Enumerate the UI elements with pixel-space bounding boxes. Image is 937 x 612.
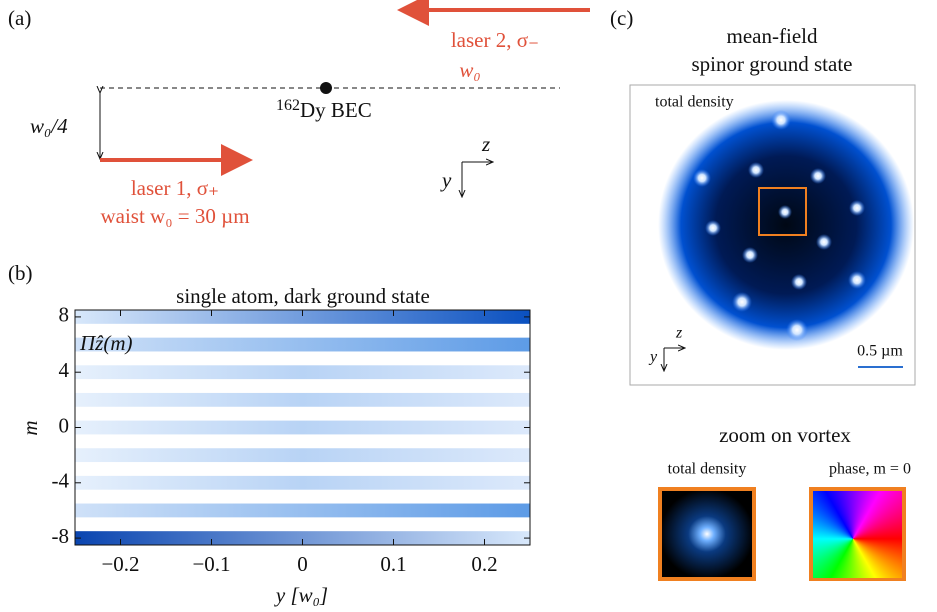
bec-label: 162Dy BEC bbox=[276, 97, 372, 122]
zoom-title: zoom on vortex bbox=[719, 423, 851, 447]
heatmap-row bbox=[75, 489, 530, 505]
laser-2-label: laser 2, σ₋ bbox=[451, 28, 539, 52]
zoom-phase-frame bbox=[809, 487, 906, 581]
heatmap-row bbox=[75, 503, 530, 518]
zoom-density bbox=[658, 487, 756, 581]
panel-title: spinor ground state bbox=[692, 52, 853, 76]
panel-label: (b) bbox=[8, 261, 33, 285]
inset-label: total density bbox=[655, 94, 734, 111]
y-tick-label: 4 bbox=[59, 358, 70, 382]
x-tick-label: 0.2 bbox=[471, 552, 497, 576]
heatmap-row bbox=[75, 351, 530, 366]
laser-1-waist: waist w₀ = 30 µm bbox=[100, 204, 249, 228]
heatmap-row bbox=[75, 310, 530, 325]
zoom-phase-label: phase, m = 0 bbox=[829, 461, 911, 478]
heatmap-row bbox=[75, 365, 530, 380]
y-label: y bbox=[648, 349, 658, 366]
offset-label: w₀/4 bbox=[30, 114, 68, 138]
heatmap-row bbox=[75, 531, 530, 546]
panel-label: (a) bbox=[8, 6, 31, 30]
heatmap-row bbox=[75, 406, 530, 422]
y-tick-label: 8 bbox=[59, 303, 70, 327]
chart-title: single atom, dark ground state bbox=[176, 284, 430, 308]
laser-2-waist: w₀ bbox=[459, 58, 480, 82]
heatmap-row bbox=[75, 434, 530, 449]
annotation: Πẑ(m) bbox=[79, 331, 133, 355]
isotope: 162 bbox=[276, 97, 300, 114]
heatmap-row bbox=[75, 379, 530, 394]
panel-title: mean-field bbox=[727, 24, 818, 48]
y-tick-label: -4 bbox=[52, 469, 70, 493]
zoom-box bbox=[758, 187, 807, 236]
heatmap-row bbox=[75, 475, 530, 491]
y-tick-label: 0 bbox=[59, 413, 70, 437]
vortices bbox=[693, 110, 866, 341]
heatmap-row bbox=[75, 323, 530, 339]
zoom-phase bbox=[813, 491, 902, 578]
heatmap-row bbox=[75, 420, 530, 435]
heatmap-row bbox=[75, 448, 530, 463]
density-cloud bbox=[658, 100, 914, 350]
x-tick-label: −0.2 bbox=[101, 552, 139, 576]
scale-bar-label: 0.5 µm bbox=[857, 343, 903, 360]
bec-name: Dy BEC bbox=[300, 98, 372, 122]
x-tick-label: 0.1 bbox=[380, 552, 406, 576]
y-tick-label: -8 bbox=[52, 524, 70, 548]
z-label: z bbox=[481, 132, 490, 156]
laser-1-label: laser 1, σ₊ bbox=[131, 176, 219, 200]
y-label: y bbox=[440, 168, 452, 192]
x-tick-label: 0 bbox=[297, 552, 308, 576]
x-axis-label: y [w₀] bbox=[274, 583, 328, 607]
heatmap-row bbox=[75, 517, 530, 532]
y-axis-label: m bbox=[18, 420, 42, 435]
heatmap-row bbox=[75, 392, 530, 408]
zoom-density-label: total density bbox=[668, 461, 747, 478]
x-tick-label: −0.1 bbox=[192, 552, 230, 576]
heatmap-row bbox=[75, 462, 530, 477]
heatmap-row bbox=[75, 337, 530, 352]
bec-dot bbox=[320, 82, 332, 94]
z-label: z bbox=[675, 325, 683, 342]
heatmap bbox=[75, 310, 530, 546]
panel-label: (c) bbox=[610, 6, 633, 30]
